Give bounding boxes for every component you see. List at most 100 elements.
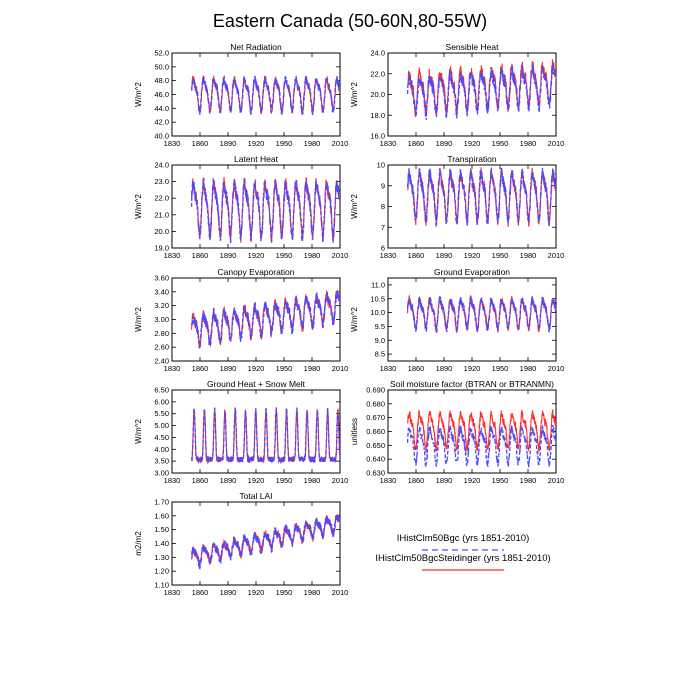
series-line-ihistclm50bgc bbox=[190, 514, 340, 570]
y-tick-label: 0.640 bbox=[366, 455, 385, 464]
x-tick-label: 1890 bbox=[436, 251, 453, 260]
x-tick-label: 2010 bbox=[332, 476, 349, 485]
x-tick-label: 1950 bbox=[276, 139, 293, 148]
x-tick-label: 1860 bbox=[192, 139, 209, 148]
y-tick-label: 16.0 bbox=[370, 132, 385, 141]
y-axis-label: W/m^2 bbox=[134, 82, 143, 107]
panel-title: Sensible Heat bbox=[446, 42, 500, 52]
y-tick-label: 18.0 bbox=[370, 111, 385, 120]
y-tick-label: 3.60 bbox=[154, 274, 169, 283]
y-tick-label: 0.680 bbox=[366, 399, 385, 408]
x-tick-label: 1920 bbox=[464, 364, 481, 373]
panel-transpiration: Transpiration W/m^2 1830 1860 1890 1920 1950 19… bbox=[350, 154, 564, 260]
y-axis-label: unitless bbox=[350, 418, 359, 445]
x-tick-label: 1980 bbox=[304, 364, 321, 373]
x-tick-label: 1950 bbox=[276, 476, 293, 485]
panel-title: Latent Heat bbox=[234, 154, 279, 164]
x-tick-label: 1980 bbox=[520, 476, 537, 485]
y-tick-label: 10 bbox=[377, 161, 385, 170]
y-tick-label: 46.0 bbox=[154, 90, 169, 99]
x-tick-label: 1890 bbox=[436, 139, 453, 148]
y-tick-label: 1.70 bbox=[154, 498, 169, 507]
x-tick-label: 1830 bbox=[164, 476, 181, 485]
y-tick-label: 50.0 bbox=[154, 62, 169, 71]
y-tick-label: 24.0 bbox=[154, 161, 169, 170]
y-axis-label: W/m^2 bbox=[350, 307, 359, 332]
x-tick-label: 1860 bbox=[408, 139, 425, 148]
x-tick-label: 1950 bbox=[276, 364, 293, 373]
y-tick-label: 0.630 bbox=[366, 469, 385, 478]
y-tick-label: 3.40 bbox=[154, 287, 169, 296]
y-tick-label: 3.20 bbox=[154, 301, 169, 310]
y-tick-label: 20.0 bbox=[370, 90, 385, 99]
x-tick-label: 1890 bbox=[220, 476, 237, 485]
series-line-ihistclm50bgc bbox=[190, 75, 340, 116]
x-tick-label: 1860 bbox=[408, 251, 425, 260]
y-tick-label: 0.660 bbox=[366, 427, 385, 436]
y-tick-label: 23.0 bbox=[154, 177, 169, 186]
x-tick-label: 1950 bbox=[492, 139, 509, 148]
x-tick-label: 1980 bbox=[304, 476, 321, 485]
x-tick-label: 1830 bbox=[164, 364, 181, 373]
plot-frame bbox=[171, 277, 341, 362]
x-tick-label: 1980 bbox=[304, 251, 321, 260]
panel-title: Soil moisture factor (BTRAN or BTRANMN) bbox=[390, 379, 554, 389]
y-tick-label: 2.80 bbox=[154, 329, 169, 338]
y-tick-label: 48.0 bbox=[154, 76, 169, 85]
x-tick-label: 1860 bbox=[192, 476, 209, 485]
x-tick-label: 2010 bbox=[548, 139, 565, 148]
series-line-ihistclm50bgc bbox=[190, 290, 340, 349]
plot-frame bbox=[171, 501, 341, 586]
series-line-ihistclm50bgc bbox=[406, 424, 556, 468]
y-tick-label: 42.0 bbox=[154, 118, 169, 127]
y-axis-label: m2/m2 bbox=[134, 531, 143, 556]
panel-total-lai: Total LAI m2/m2 1830 1860 1890 1920 1950 1980 20… bbox=[134, 491, 348, 597]
y-tick-label: 7 bbox=[381, 223, 385, 232]
x-tick-label: 1920 bbox=[464, 139, 481, 148]
legend-label-ihistclm50bgcsteidinger: IHistClm50BgcSteidinger (yrs 1851-2010) bbox=[375, 553, 550, 564]
x-tick-label: 1890 bbox=[220, 364, 237, 373]
x-tick-label: 2010 bbox=[548, 364, 565, 373]
series-line-ihistclm50bgc bbox=[190, 177, 340, 244]
x-tick-label: 1890 bbox=[220, 139, 237, 148]
y-tick-label: 2.40 bbox=[154, 357, 169, 366]
y-tick-label: 1.10 bbox=[154, 581, 169, 590]
y-tick-label: 1.30 bbox=[154, 553, 169, 562]
x-tick-label: 1950 bbox=[492, 251, 509, 260]
y-tick-label: 6.00 bbox=[154, 397, 169, 406]
panel-title: Ground Heat + Snow Melt bbox=[207, 379, 306, 389]
x-tick-label: 1860 bbox=[408, 476, 425, 485]
x-tick-label: 1890 bbox=[220, 251, 237, 260]
x-tick-label: 1860 bbox=[408, 364, 425, 373]
y-tick-label: 5.50 bbox=[154, 409, 169, 418]
x-tick-label: 2010 bbox=[548, 476, 565, 485]
x-tick-label: 1890 bbox=[220, 588, 237, 597]
y-tick-label: 1.60 bbox=[154, 511, 169, 520]
panel-canopy-evaporation: Canopy Evaporation W/m^2 1830 1860 1890 1920 1… bbox=[134, 267, 348, 373]
panel-sensible-heat: Sensible Heat W/m^2 1830 1860 1890 1920 1950 19… bbox=[350, 42, 564, 148]
x-tick-label: 1860 bbox=[192, 251, 209, 260]
x-tick-label: 1980 bbox=[304, 588, 321, 597]
y-tick-label: 22.0 bbox=[370, 69, 385, 78]
x-tick-label: 1920 bbox=[248, 364, 265, 373]
y-tick-label: 52.0 bbox=[154, 49, 169, 58]
x-tick-label: 1920 bbox=[248, 139, 265, 148]
x-tick-label: 1860 bbox=[192, 588, 209, 597]
y-tick-label: 3.00 bbox=[154, 469, 169, 478]
x-tick-label: 1920 bbox=[248, 251, 265, 260]
y-tick-label: 1.20 bbox=[154, 567, 169, 576]
x-tick-label: 1830 bbox=[380, 476, 397, 485]
panel-net-radiation: Net Radiation W/m^2 1830 1860 1890 1920 1950 19… bbox=[134, 42, 348, 148]
y-tick-label: 1.50 bbox=[154, 525, 169, 534]
panel-ground-heat-snow-melt: Ground Heat + Snow Melt W/m^2 1830 1860 1890… bbox=[134, 379, 348, 485]
y-tick-label: 5.00 bbox=[154, 421, 169, 430]
y-axis-label: W/m^2 bbox=[134, 194, 143, 219]
y-tick-label: 0.650 bbox=[366, 441, 385, 450]
y-tick-label: 1.40 bbox=[154, 539, 169, 548]
x-tick-label: 1950 bbox=[276, 588, 293, 597]
y-tick-label: 19.0 bbox=[154, 244, 169, 253]
x-tick-label: 1980 bbox=[304, 139, 321, 148]
x-tick-label: 2010 bbox=[332, 251, 349, 260]
x-tick-label: 2010 bbox=[332, 588, 349, 597]
